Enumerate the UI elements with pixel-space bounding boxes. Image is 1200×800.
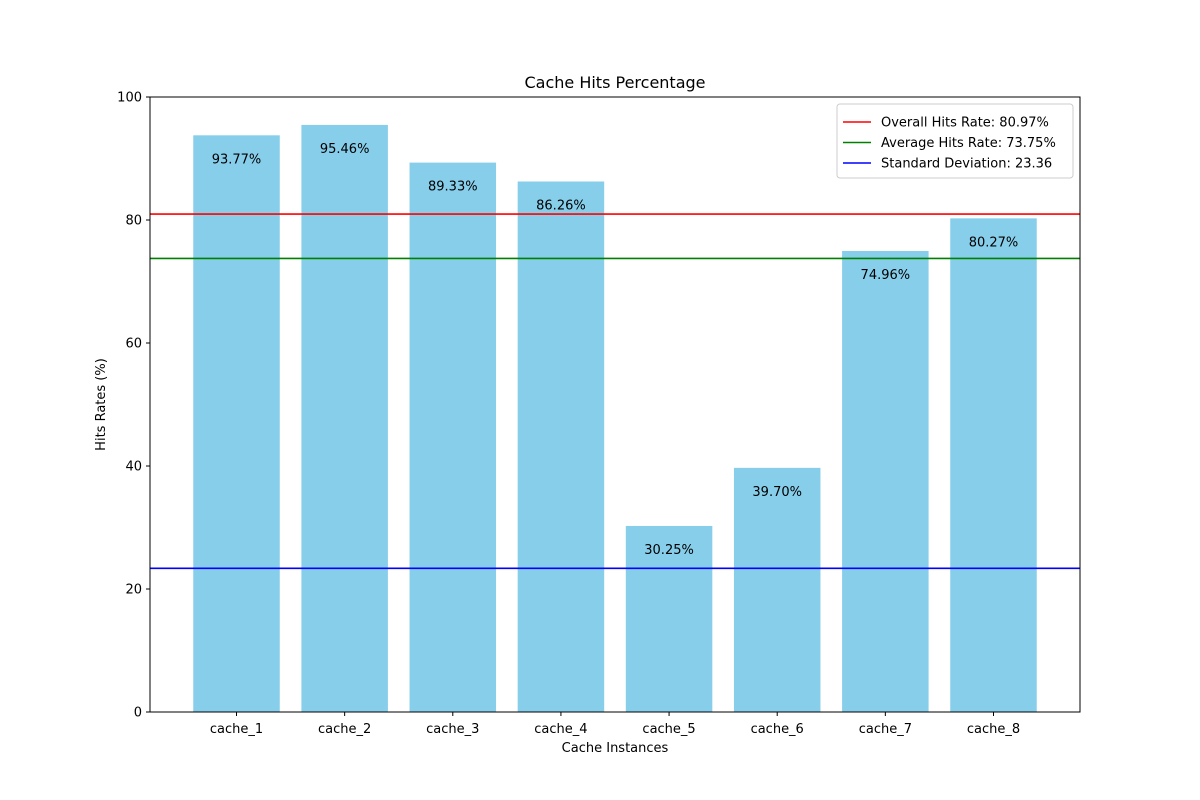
x-tick-label: cache_3 [426, 722, 479, 737]
bar-cache_7 [842, 250, 929, 712]
bar-cache_3 [409, 162, 497, 713]
x-tick-label: cache_6 [751, 722, 804, 737]
bar-cache_8 [950, 218, 1037, 713]
y-tick-label: 0 [134, 706, 142, 721]
y-tick-label: 100 [117, 91, 142, 106]
bar-value-label: 93.77% [212, 152, 262, 167]
plot-frame [149, 96, 1081, 713]
x-tick-label: cache_4 [534, 722, 587, 737]
legend-box [836, 103, 1074, 179]
legend: Overall Hits Rate: 80.97% Average Hits Ra… [836, 103, 1074, 179]
bar-labels-layer: 93.77% 95.46% 89.33% 86.26% 30.25% 39.70% 74.9… [212, 142, 1019, 558]
y-tick-label: 20 [125, 583, 142, 598]
bar-value-label: 95.46% [320, 142, 370, 157]
x-tick-label: cache_2 [318, 722, 371, 737]
y-tick-label: 40 [125, 460, 142, 475]
legend-entry-label: Overall Hits Rate: 80.97% [881, 116, 1049, 131]
bar-cache_2 [301, 124, 388, 712]
x-tick-label: cache_8 [967, 722, 1020, 737]
y-tick-label: 60 [125, 337, 142, 352]
bar-value-label: 89.33% [428, 180, 478, 195]
bar-value-label: 39.70% [752, 485, 802, 500]
axes-layer: 0 20 40 60 80 100 cache_1 cache_2 cache_3 cache_4… [117, 91, 1081, 737]
bars-layer [193, 124, 1037, 713]
x-tick-label: cache_1 [210, 722, 263, 737]
y-tick-label: 80 [125, 214, 142, 229]
reference-lines-layer [150, 213, 1080, 570]
bar-cache_4 [517, 181, 605, 713]
bar-value-label: 30.25% [644, 543, 694, 558]
bar-value-label: 86.26% [536, 199, 586, 214]
legend-entry-label: Standard Deviation: 23.36 [881, 157, 1052, 172]
bar-cache_6 [733, 467, 821, 712]
bar-value-label: 74.96% [861, 268, 911, 283]
chart-title: Cache Hits Percentage [524, 73, 705, 92]
legend-entry-label: Average Hits Rate: 73.75% [881, 136, 1056, 151]
x-tick-label: cache_7 [859, 722, 912, 737]
bar-value-label: 80.27% [969, 235, 1019, 250]
y-axis-title: Hits Rates (%) [94, 358, 109, 451]
x-axis-title: Cache Instances [562, 741, 669, 756]
bar-cache_5 [625, 525, 713, 712]
x-tick-label: cache_5 [642, 722, 695, 737]
bar-cache_1 [193, 135, 280, 712]
